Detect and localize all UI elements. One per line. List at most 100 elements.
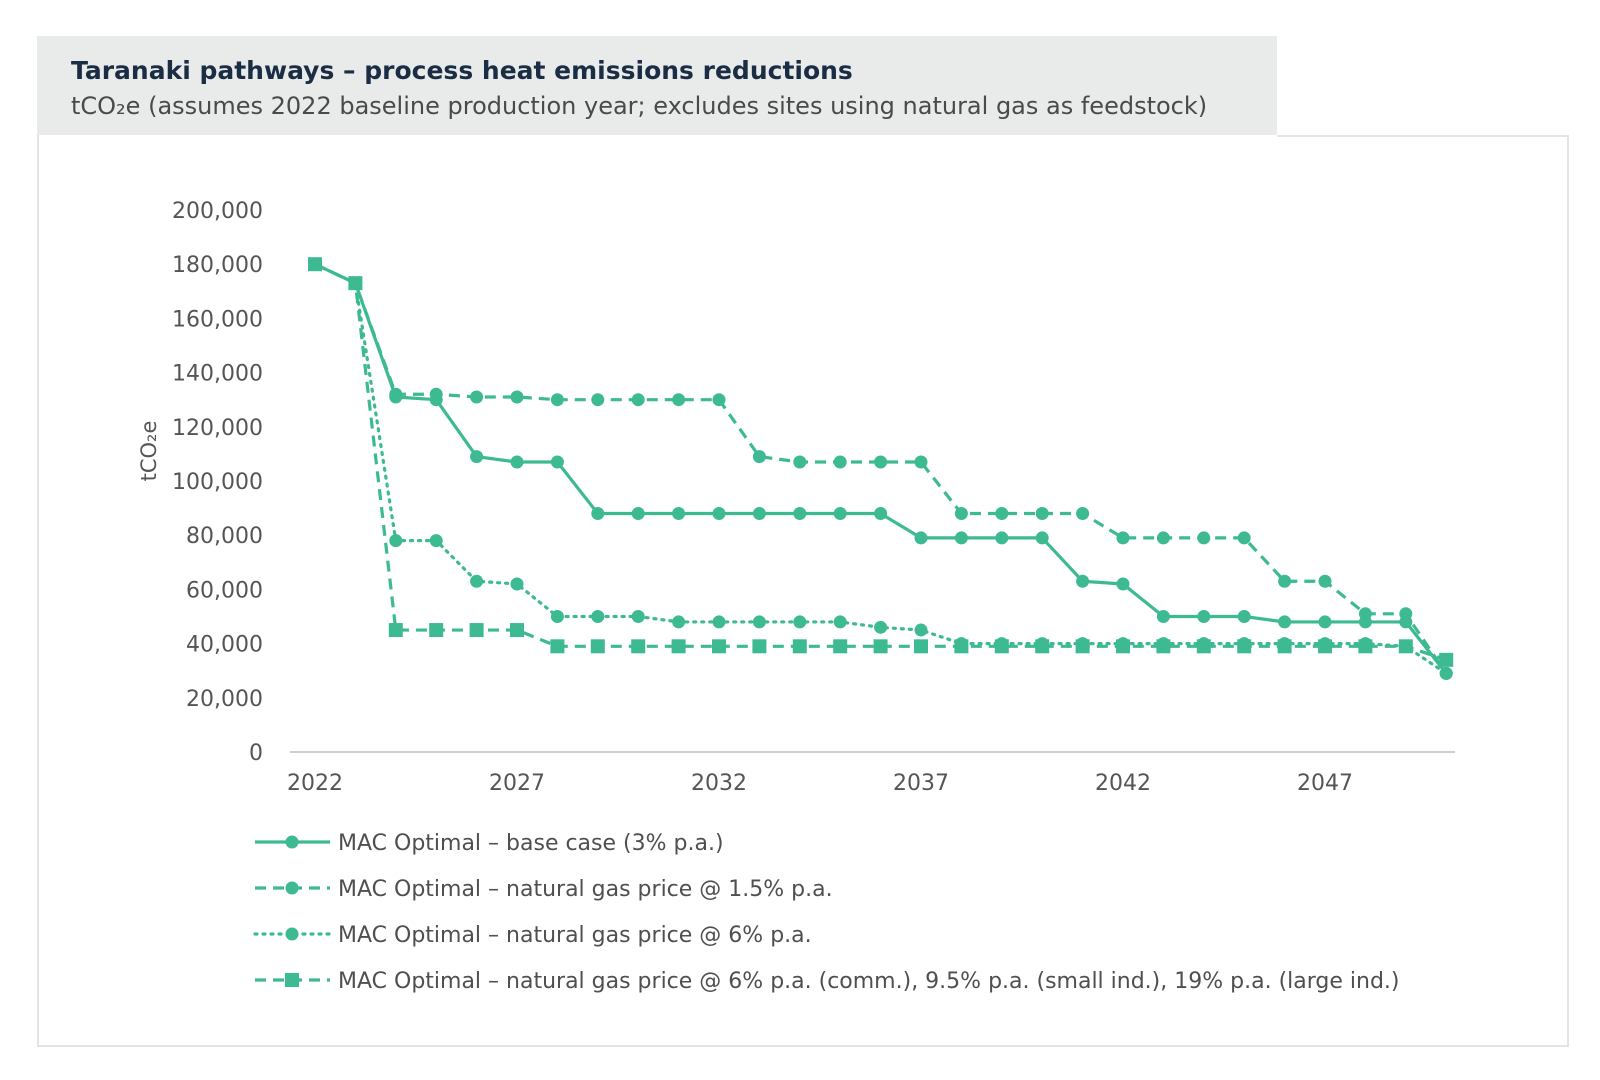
series-line-3	[313, 262, 1448, 676]
legend-label-4: MAC Optimal – natural gas price @ 6% p.a…	[338, 969, 1400, 994]
series-3-point	[550, 610, 564, 623]
series-2-point	[1076, 507, 1090, 521]
series-2-point	[429, 387, 443, 401]
series-3-point	[429, 534, 443, 548]
series-2-point	[954, 507, 968, 521]
series-2-point	[914, 455, 928, 469]
legend-label-3: MAC Optimal – natural gas price @ 6% p.a…	[338, 923, 812, 948]
series-4-point	[914, 639, 928, 654]
series-3-point	[470, 574, 484, 588]
y-tick-label: 140,000	[172, 362, 263, 387]
series-2-point	[510, 390, 524, 404]
series-line-1	[314, 262, 1448, 675]
series-1-point	[1237, 610, 1251, 623]
chart-header: Taranaki pathways – process heat emissio…	[37, 36, 1277, 136]
series-line-2	[314, 262, 1448, 675]
series-1-point	[1035, 531, 1049, 545]
y-tick-label: 80,000	[186, 524, 263, 549]
series-4-point	[1398, 639, 1413, 654]
series-2-point	[874, 455, 888, 469]
series-4-point	[1156, 639, 1171, 654]
series-4-point	[631, 639, 646, 654]
series-4-point	[429, 623, 444, 638]
y-tick-label: 180,000	[172, 253, 263, 278]
series-4-point	[1035, 639, 1050, 654]
series-1-point	[550, 455, 564, 469]
series-2-point	[1358, 607, 1372, 621]
series-4-point	[1237, 639, 1252, 654]
y-tick-label: 200,000	[172, 199, 263, 224]
series-2-point	[1278, 574, 1292, 588]
series-3-point	[793, 615, 807, 629]
series-3-point	[914, 623, 928, 637]
series-2-point	[793, 455, 807, 469]
series-3-point	[1439, 666, 1453, 680]
series-4-point	[1075, 639, 1090, 654]
series-1-point	[752, 507, 766, 521]
series-4-point	[752, 639, 767, 654]
series-3-point	[389, 534, 403, 548]
chart-frame	[37, 135, 1569, 1047]
series-2-point	[1318, 574, 1332, 588]
legend-label-2: MAC Optimal – natural gas price @ 1.5% p…	[338, 877, 833, 902]
series-4-point	[792, 639, 807, 654]
series-3-point	[672, 615, 686, 629]
series-4-point	[1277, 639, 1292, 654]
series-4-point	[994, 639, 1009, 654]
series-4-point	[1196, 639, 1211, 654]
series-3-point	[752, 615, 766, 629]
series-1-point	[914, 531, 928, 545]
series-2-point	[1116, 531, 1130, 545]
series-2-point	[752, 450, 766, 464]
legend-marker-1	[285, 835, 299, 849]
series-1-point	[1278, 615, 1292, 629]
series-1-point	[833, 507, 847, 521]
series-4-point	[550, 639, 565, 654]
y-tick-label: 20,000	[186, 687, 263, 712]
series-1-point	[672, 507, 686, 521]
y-tick-label: 160,000	[172, 307, 263, 332]
series-4-point	[954, 639, 969, 654]
series-2-point	[1035, 507, 1049, 521]
legend-marker-3	[285, 927, 299, 941]
series-4-point	[510, 623, 524, 638]
y-tick-label: 120,000	[172, 416, 263, 441]
series-1-point	[874, 507, 888, 521]
series-1-point	[793, 507, 807, 521]
series-4-point	[1318, 639, 1332, 654]
series-1-point	[1076, 574, 1090, 588]
series-2-point	[470, 390, 484, 404]
series-3-point	[833, 615, 847, 629]
series-1-point	[1197, 610, 1211, 623]
series-4-point	[1439, 652, 1454, 667]
series-3-point	[712, 615, 726, 629]
series-1-point	[1318, 615, 1332, 629]
series-3-point	[510, 577, 524, 591]
series-2-point	[1237, 531, 1251, 545]
series-2-point	[995, 507, 1009, 521]
chart-title: Taranaki pathways – process heat emissio…	[71, 56, 853, 85]
series-2-point	[550, 393, 564, 407]
series-2-point	[1197, 531, 1211, 545]
y-axis-label: tCO₂e	[137, 421, 161, 482]
series-4-point	[833, 639, 848, 654]
series-1-point	[510, 455, 524, 469]
y-tick-label: 0	[249, 741, 263, 766]
series-4-point	[873, 639, 888, 654]
series-2-point	[591, 393, 605, 407]
legend-label-1: MAC Optimal – base case (3% p.a.)	[338, 831, 724, 856]
series-1-point	[712, 507, 726, 521]
series-4-point	[1116, 639, 1130, 654]
series-4-point	[348, 276, 363, 291]
series-2-point	[833, 455, 847, 469]
series-4-point	[590, 639, 605, 654]
series-1-point	[591, 507, 605, 521]
series-1-point	[470, 450, 484, 464]
chart-subtitle: tCO₂e (assumes 2022 baseline production …	[71, 92, 1208, 120]
series-2-point	[672, 393, 686, 407]
series-1-point	[1156, 610, 1170, 623]
x-tick-label: 2022	[287, 771, 343, 796]
x-tick-label: 2047	[1297, 771, 1353, 796]
series-4-point	[712, 639, 726, 654]
